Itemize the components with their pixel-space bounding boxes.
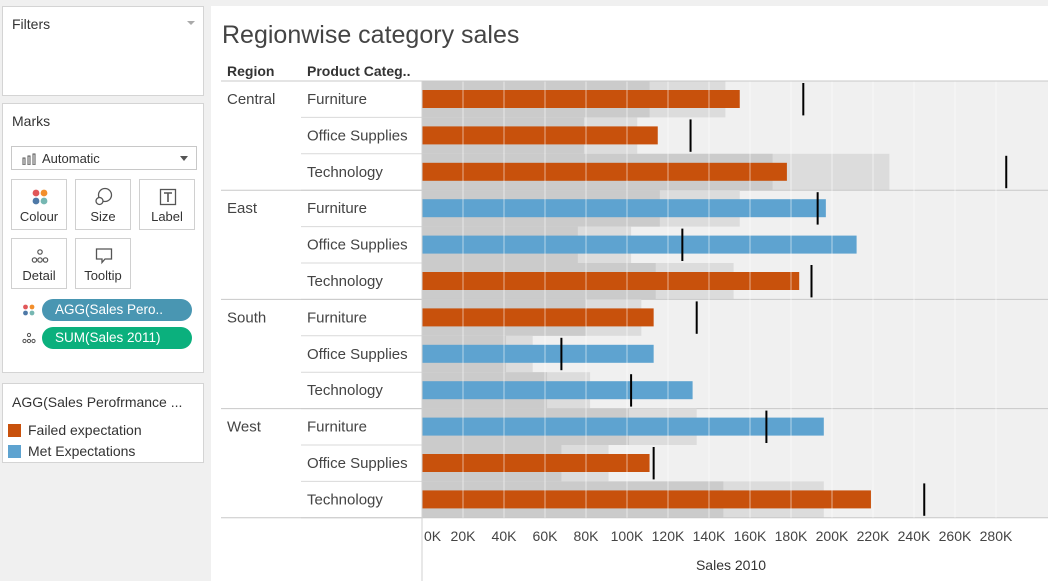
legend-title: AGG(Sales Perofrmance ... — [12, 394, 183, 410]
filters-shelf[interactable]: Filters — [2, 6, 204, 96]
colour-label: Colour — [19, 209, 59, 224]
detail-icon — [31, 249, 49, 263]
bar — [422, 344, 654, 363]
legend-swatch — [8, 424, 21, 437]
category-label: Furniture — [307, 200, 367, 217]
x-tick-label: 0K — [424, 528, 442, 544]
bar — [422, 454, 650, 472]
category-label: Office Supplies — [307, 455, 408, 472]
category-label: Technology — [307, 164, 383, 181]
x-tick-label: 160K — [734, 528, 767, 544]
size-button[interactable]: Size — [75, 179, 131, 230]
detail-icon — [22, 332, 36, 344]
bar — [422, 126, 658, 145]
legend-item-label: Failed expectation — [28, 422, 142, 438]
label-icon — [159, 188, 177, 206]
colour-button[interactable]: Colour — [11, 179, 67, 230]
region-label: South — [227, 309, 266, 326]
x-tick-label: 120K — [652, 528, 685, 544]
marks-card: Marks Automatic Colour Size Label — [2, 103, 204, 373]
mark-type-value: Automatic — [42, 151, 100, 166]
legend-item-label: Met Expectations — [28, 443, 136, 459]
detail-button[interactable]: Detail — [11, 238, 67, 289]
detail-field-pill[interactable]: SUM(Sales 2011) — [42, 327, 192, 349]
category-label: Technology — [307, 273, 383, 290]
category-label: Furniture — [307, 419, 367, 436]
x-tick-label: 240K — [898, 528, 931, 544]
x-tick-label: 280K — [980, 528, 1013, 544]
category-label: Furniture — [307, 91, 367, 108]
tooltip-button[interactable]: Tooltip — [75, 238, 131, 289]
x-tick-label: 80K — [574, 528, 600, 544]
tooltip-icon — [95, 248, 113, 265]
x-tick-label: 40K — [492, 528, 518, 544]
x-tick-label: 200K — [816, 528, 849, 544]
tooltip-label: Tooltip — [84, 268, 122, 283]
legend-swatch — [8, 445, 21, 458]
chevron-down-icon[interactable] — [187, 21, 195, 25]
mark-type-dropdown[interactable]: Automatic — [11, 146, 197, 170]
bar-chart-icon — [22, 153, 36, 165]
bar — [422, 490, 871, 509]
x-axis-title: Sales 2010 — [696, 557, 766, 573]
bar — [422, 235, 857, 254]
detail-label: Detail — [22, 268, 56, 283]
category-label: Technology — [307, 491, 383, 508]
bar — [422, 199, 826, 218]
region-header: Region — [227, 63, 274, 79]
x-tick-label: 140K — [693, 528, 726, 544]
region-label: West — [227, 419, 262, 436]
category-label: Office Supplies — [307, 127, 408, 144]
category-label: Technology — [307, 382, 383, 399]
region-label: Central — [227, 91, 275, 108]
size-label: Size — [90, 209, 116, 224]
chart-title: Regionwise category sales — [222, 21, 520, 49]
category-label: Office Supplies — [307, 237, 408, 254]
x-tick-label: 260K — [939, 528, 972, 544]
marks-title: Marks — [12, 113, 51, 129]
colour-icon — [23, 304, 35, 316]
filters-title: Filters — [12, 16, 51, 32]
chart-view: Regionwise category sales Region Product … — [211, 6, 1048, 581]
category-label: Furniture — [307, 309, 367, 326]
size-icon — [95, 187, 113, 206]
label-label: Label — [151, 209, 183, 224]
color-field-pill[interactable]: AGG(Sales Pero.. — [42, 299, 192, 321]
color-legend: AGG(Sales Perofrmance ... Failed expecta… — [2, 383, 204, 463]
bar — [422, 162, 787, 181]
x-tick-label: 180K — [775, 528, 808, 544]
x-tick-label: 60K — [533, 528, 559, 544]
colour-icon — [32, 189, 48, 205]
category-label: Office Supplies — [307, 346, 408, 363]
region-label: East — [227, 200, 258, 217]
bar — [422, 272, 800, 290]
bar — [422, 381, 693, 400]
x-tick-label: 100K — [611, 528, 644, 544]
bar — [422, 90, 740, 108]
chevron-down-icon — [180, 156, 188, 161]
x-tick-label: 20K — [451, 528, 477, 544]
label-button[interactable]: Label — [139, 179, 195, 230]
bar — [422, 417, 824, 436]
bullet-chart: Region Product Categ.. Central Furniture Off… — [221, 63, 1048, 581]
bar — [422, 308, 654, 327]
x-tick-label: 220K — [857, 528, 890, 544]
category-header: Product Categ.. — [307, 63, 410, 79]
